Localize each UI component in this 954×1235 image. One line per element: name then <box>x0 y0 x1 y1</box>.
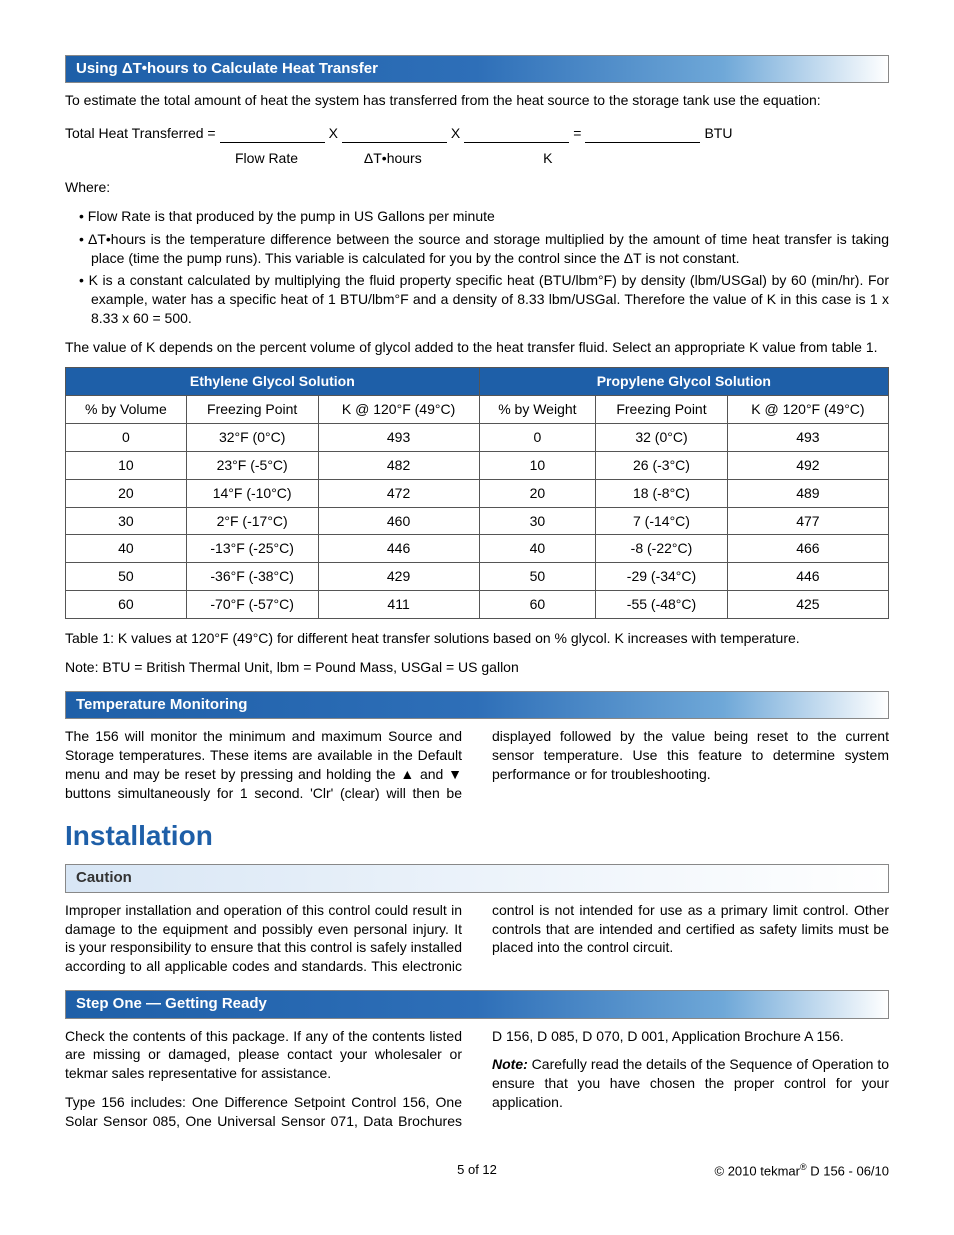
table-cell: 60 <box>479 591 595 619</box>
step1-note: Note: Carefully read the details of the … <box>492 1055 889 1112</box>
equation-sublabels: Flow Rate ΔT•hours K <box>235 149 889 168</box>
step1-p1: Check the contents of this package. If a… <box>65 1027 462 1084</box>
eq-eq: = <box>573 124 581 143</box>
table-cell: 411 <box>318 591 479 619</box>
glycol-table: Ethylene Glycol Solution Propylene Glyco… <box>65 367 889 619</box>
table-cell: 2°F (-17°C) <box>186 507 318 535</box>
table-cell: 482 <box>318 451 479 479</box>
table-cell: 20 <box>479 479 595 507</box>
table-cell: -8 (-22°C) <box>596 535 728 563</box>
eq-btu: BTU <box>704 124 732 143</box>
table-cell: 460 <box>318 507 479 535</box>
table-cell: 40 <box>66 535 187 563</box>
table-cell: 30 <box>479 507 595 535</box>
table-cell: 492 <box>727 451 888 479</box>
table-cell: 472 <box>318 479 479 507</box>
section-header-heat-transfer: Using ΔT•hours to Calculate Heat Transfe… <box>65 55 889 83</box>
blank-4 <box>585 129 700 143</box>
table-row: 60-70°F (-57°C)41160-55 (-48°C)425 <box>66 591 889 619</box>
table-cell: 10 <box>66 451 187 479</box>
table-row: 50-36°F (-38°C)42950-29 (-34°C)446 <box>66 563 889 591</box>
caution-body: Improper installation and operation of t… <box>65 901 889 977</box>
eq-x1: X <box>329 124 338 143</box>
page-title-installation: Installation <box>65 817 889 855</box>
table-cell: 40 <box>479 535 595 563</box>
table-cell: 26 (-3°C) <box>596 451 728 479</box>
table-cell: 60 <box>66 591 187 619</box>
table-cell: 32 (0°C) <box>596 423 728 451</box>
eq-label: Total Heat Transferred = <box>65 124 216 143</box>
table-row: 2014°F (-10°C)4722018 (-8°C)489 <box>66 479 889 507</box>
table-cell: 50 <box>66 563 187 591</box>
table-note: Note: BTU = British Thermal Unit, lbm = … <box>65 658 889 677</box>
table-cell: -13°F (-25°C) <box>186 535 318 563</box>
table-row: 40-13°F (-25°C)44640-8 (-22°C)466 <box>66 535 889 563</box>
equation: Total Heat Transferred = X X = BTU <box>65 124 889 143</box>
th-1: Freezing Point <box>186 395 318 423</box>
footer-page: 5 of 12 <box>457 1161 497 1179</box>
eq-x2: X <box>451 124 460 143</box>
k-note: The value of K depends on the percent vo… <box>65 338 889 357</box>
table-cell: 446 <box>318 535 479 563</box>
table-cell: 23°F (-5°C) <box>186 451 318 479</box>
footer-doc: D 156 - 06/10 <box>807 1163 889 1178</box>
th-4: Freezing Point <box>596 395 728 423</box>
th-group-1: Ethylene Glycol Solution <box>66 368 480 396</box>
table-cell: 7 (-14°C) <box>596 507 728 535</box>
step1-body: Check the contents of this package. If a… <box>65 1027 889 1131</box>
bullet-2: ΔT•hours is the temperature difference b… <box>65 230 889 268</box>
th-3: % by Weight <box>479 395 595 423</box>
table-cell: -36°F (-38°C) <box>186 563 318 591</box>
table-cell: 10 <box>479 451 595 479</box>
section-header-tempmon: Temperature Monitoring <box>65 691 889 719</box>
table-cell: -55 (-48°C) <box>596 591 728 619</box>
table-row: 302°F (-17°C)460307 (-14°C)477 <box>66 507 889 535</box>
blank-1 <box>220 129 325 143</box>
bullet-1: Flow Rate is that produced by the pump i… <box>65 207 889 226</box>
note-body: Carefully read the details of the Sequen… <box>492 1056 889 1110</box>
table-cell: 32°F (0°C) <box>186 423 318 451</box>
section-header-caution: Caution <box>65 864 889 892</box>
table-caption: Table 1: K values at 120°F (49°C) for di… <box>65 629 889 648</box>
table-cell: 50 <box>479 563 595 591</box>
table-row: 1023°F (-5°C)4821026 (-3°C)492 <box>66 451 889 479</box>
table-cell: 425 <box>727 591 888 619</box>
table-row: 032°F (0°C)493032 (0°C)493 <box>66 423 889 451</box>
section-header-step1: Step One — Getting Ready <box>65 990 889 1018</box>
tempmon-body: The 156 will monitor the minimum and max… <box>65 727 889 803</box>
table-cell: 18 (-8°C) <box>596 479 728 507</box>
footer-copyright: © 2010 <box>715 1163 761 1178</box>
note-label: Note: <box>492 1056 528 1072</box>
table-cell: 493 <box>727 423 888 451</box>
footer-right: © 2010 tekmar® D 156 - 06/10 <box>715 1161 890 1180</box>
blank-3 <box>464 129 569 143</box>
sub-flow: Flow Rate <box>235 149 360 168</box>
table-cell: 466 <box>727 535 888 563</box>
table-cell: 14°F (-10°C) <box>186 479 318 507</box>
table-cell: 493 <box>318 423 479 451</box>
sub-dt: ΔT•hours <box>364 149 489 168</box>
table-cell: 0 <box>66 423 187 451</box>
table-cell: -70°F (-57°C) <box>186 591 318 619</box>
table-cell: 477 <box>727 507 888 535</box>
table-cell: 0 <box>479 423 595 451</box>
table-cell: 30 <box>66 507 187 535</box>
th-0: % by Volume <box>66 395 187 423</box>
where-label: Where: <box>65 178 889 197</box>
table-cell: 446 <box>727 563 888 591</box>
table-cell: -29 (-34°C) <box>596 563 728 591</box>
table-cell: 20 <box>66 479 187 507</box>
page-footer: 5 of 12 © 2010 tekmar® D 156 - 06/10 <box>65 1161 889 1181</box>
sub-k: K <box>493 149 603 168</box>
th-group-2: Propylene Glycol Solution <box>479 368 888 396</box>
blank-2 <box>342 129 447 143</box>
th-2: K @ 120°F (49°C) <box>318 395 479 423</box>
bullet-3: K is a constant calculated by multiplyin… <box>65 271 889 328</box>
table-cell: 429 <box>318 563 479 591</box>
intro-text: To estimate the total amount of heat the… <box>65 91 889 110</box>
where-bullets: Flow Rate is that produced by the pump i… <box>65 207 889 328</box>
footer-brand: tekmar <box>760 1163 800 1178</box>
table-cell: 489 <box>727 479 888 507</box>
th-5: K @ 120°F (49°C) <box>727 395 888 423</box>
